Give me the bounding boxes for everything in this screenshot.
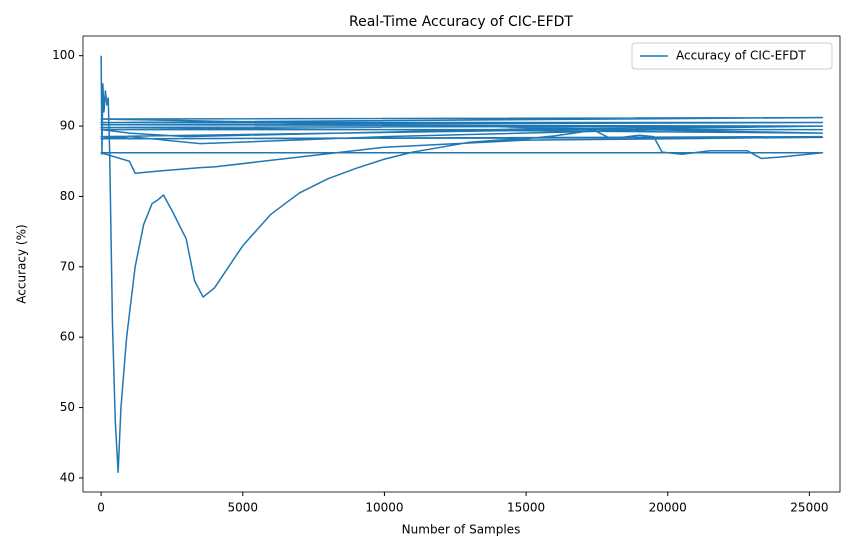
x-tick-label: 10000	[365, 501, 403, 515]
legend-label: Accuracy of CIC-EFDT	[676, 49, 806, 63]
x-tick-label: 5000	[228, 501, 259, 515]
y-tick-label: 70	[60, 259, 75, 273]
legend-box	[631, 42, 833, 70]
y-tick-label: 50	[60, 400, 75, 414]
y-tick-label: 60	[60, 330, 75, 344]
x-tick-label: 20000	[649, 501, 687, 515]
y-tick-label: 80	[60, 189, 75, 203]
y-axis-label: Accuracy (%)	[15, 224, 29, 303]
x-tick-label: 25000	[790, 501, 828, 515]
y-tick-label: 100	[52, 48, 75, 62]
axes-frame	[82, 35, 841, 493]
y-tick-label: 40	[60, 470, 75, 484]
x-axis-label: Number of Samples	[402, 523, 521, 537]
y-tick-label: 90	[60, 119, 75, 133]
x-tick-label: 15000	[507, 501, 545, 515]
chart-title: Real-Time Accuracy of CIC-EFDT	[349, 14, 573, 30]
x-tick-label: 0	[97, 501, 105, 515]
data-line	[100, 55, 824, 474]
